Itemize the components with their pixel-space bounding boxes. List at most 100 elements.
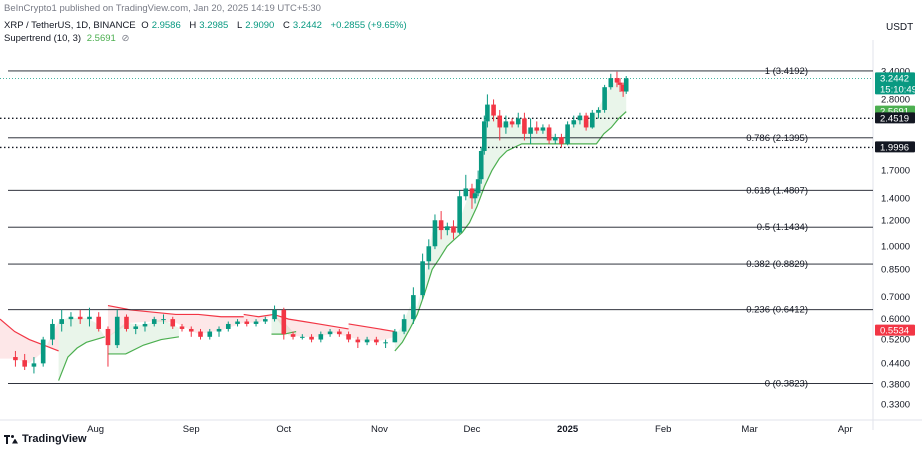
candle [225, 321, 231, 332]
price-tick-label: 0.8500 [881, 264, 910, 275]
candle-body [596, 109, 601, 113]
candle [602, 84, 607, 113]
supertrend-fill [243, 314, 349, 337]
candle [497, 109, 503, 141]
price-badge-label: 0.5534 [880, 326, 909, 337]
candle-body [105, 328, 111, 346]
candle-body [374, 339, 379, 343]
hide-eye-icon[interactable]: ⊘ [121, 33, 130, 44]
candle-body [235, 321, 240, 324]
price-badge-bg [875, 324, 915, 336]
candle [188, 326, 194, 337]
candle-body [216, 328, 222, 332]
candle-body [142, 323, 148, 327]
indicator-name[interactable]: Supertrend (10, 3) [4, 33, 82, 44]
price-badge: 2.4519 [875, 112, 915, 124]
candle [401, 314, 407, 335]
candle [444, 222, 450, 236]
candle-body [188, 328, 194, 332]
candle-body [451, 226, 456, 233]
candle [432, 214, 438, 250]
candle-body [318, 334, 324, 340]
candle [491, 99, 496, 122]
candle-body [114, 316, 120, 346]
fib-level-label: 0.382 (0.8829) [746, 259, 808, 270]
time-tick-label: Sep [183, 424, 200, 435]
candle [620, 82, 626, 97]
candle-body [432, 220, 438, 247]
candle [469, 183, 475, 209]
candle [13, 350, 18, 367]
price-tick-label: 1.0000 [881, 241, 910, 252]
candle-body [364, 339, 370, 343]
candle-body [383, 342, 388, 344]
candle-body [478, 151, 484, 180]
candle-body [583, 115, 589, 128]
candle [565, 121, 570, 146]
candle-body [290, 334, 296, 337]
candle-body [225, 323, 231, 329]
candle [142, 321, 148, 332]
price-tick-label: 0.3800 [881, 379, 910, 390]
candle [457, 190, 462, 234]
candle-body [565, 124, 570, 144]
candle [451, 220, 456, 240]
candle-body [617, 82, 623, 85]
candle-body [77, 316, 83, 320]
candle-body [355, 339, 361, 343]
supertrend-down-line [348, 323, 395, 333]
fib-level-label: 1 (3.4192) [765, 66, 808, 77]
candle [59, 309, 64, 332]
candle-body [87, 316, 92, 320]
fib-level-label: 0.236 (0.6412) [746, 305, 808, 316]
candle [472, 188, 478, 204]
candle [309, 334, 314, 343]
candle [318, 331, 324, 343]
supertrend-fill [58, 317, 105, 381]
candle [411, 287, 416, 324]
price-tick-label: 1.7000 [881, 166, 910, 177]
candle [583, 112, 589, 131]
candle [503, 115, 509, 134]
candle-body [300, 336, 305, 338]
candle-body [411, 295, 416, 320]
candle [105, 326, 111, 367]
candle [300, 334, 305, 340]
candle-body [475, 179, 481, 194]
candle [114, 309, 120, 349]
candle-body [444, 226, 450, 231]
candle [346, 331, 351, 343]
candle-body [614, 78, 620, 83]
candle-body [438, 220, 444, 231]
ohlc-close: C 3.2442 [282, 20, 322, 31]
currency-label: USDT [886, 22, 914, 33]
candle-body [463, 188, 469, 197]
price-badge-countdown: 15:10:49 [880, 84, 917, 95]
candle [327, 328, 333, 337]
price-badge-label: 2.5691 [880, 107, 909, 118]
candle-body [346, 334, 351, 340]
supertrend-down-line [243, 313, 349, 330]
candle-body [469, 188, 475, 199]
candle-body [124, 316, 129, 329]
candle [475, 170, 481, 197]
candle-body [392, 331, 398, 343]
price-change: +0.2855 (+9.65%) [330, 20, 407, 31]
candle-body [509, 121, 515, 125]
candle [392, 328, 398, 343]
candle-body [40, 339, 46, 364]
time-tick-label: Oct [276, 424, 291, 435]
symbol-label[interactable]: XRP / TetherUS, 1D, BINANCE [4, 20, 136, 31]
candle-body [491, 104, 496, 116]
candle [124, 314, 129, 332]
candle [552, 133, 558, 144]
price-badge: 1.9996 [875, 141, 915, 153]
candle-body [170, 319, 176, 327]
time-tick-label: Aug [87, 424, 104, 435]
candle [50, 319, 55, 346]
candle [40, 336, 46, 367]
candle-body [327, 331, 333, 335]
candle [170, 316, 176, 329]
ohlc-low: L 2.9090 [236, 20, 275, 31]
